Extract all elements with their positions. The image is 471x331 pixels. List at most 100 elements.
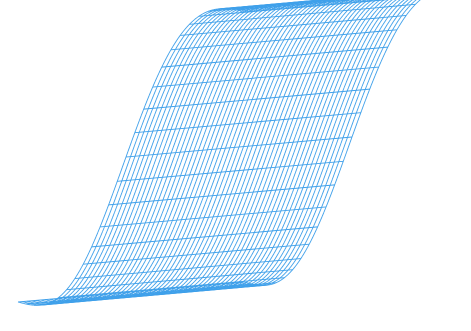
profile-grid-line	[204, 222, 207, 228]
profile-grid-line	[193, 110, 196, 116]
profile-grid-line	[232, 206, 235, 212]
profile-grid-line	[159, 153, 163, 160]
profile-grid-line	[254, 42, 258, 47]
profile-grid-line	[229, 167, 232, 174]
profile-grid-line	[288, 49, 292, 54]
profile-grid-line	[175, 121, 179, 128]
profile-grid-line	[224, 107, 228, 113]
profile-grid-line	[224, 244, 228, 249]
profile-grid-line	[209, 10, 212, 13]
profile-grid-line	[219, 122, 222, 129]
profile-grid-line	[238, 74, 242, 79]
profile-grid-line	[197, 77, 201, 83]
profile-grid-line	[261, 114, 265, 120]
profile-grid-line	[186, 48, 190, 53]
profile-grid-line	[206, 109, 210, 115]
profile-grid-line	[364, 3, 367, 7]
profile-grid-line	[264, 179, 267, 186]
profile-grid-line	[228, 122, 231, 128]
profile-grid-line	[199, 190, 202, 196]
profile-grid-line	[330, 83, 333, 90]
profile-grid-line	[250, 155, 254, 162]
profile-grid-line	[176, 97, 180, 103]
profile-grid-line	[214, 159, 218, 165]
profile-grid-line	[129, 245, 132, 250]
profile-grid-line	[135, 135, 139, 141]
profile-grid-line	[195, 259, 198, 264]
profile-grid-line	[109, 250, 112, 255]
profile-grid-line	[280, 33, 284, 38]
profile-grid-line	[147, 223, 150, 228]
profile-grid-line	[187, 257, 191, 262]
profile-grid-line	[339, 52, 343, 58]
profile-grid-line	[224, 75, 228, 81]
profile-grid-line	[127, 249, 130, 254]
profile-grid-line	[245, 43, 248, 48]
profile-grid-line	[283, 42, 287, 48]
profile-grid-line	[177, 274, 180, 278]
profile-grid-line	[178, 162, 182, 168]
profile-grid-line	[170, 264, 174, 269]
profile-grid-line	[170, 207, 174, 213]
profile-grid-line	[85, 288, 89, 292]
profile-grid-line	[201, 134, 205, 141]
profile-grid-line	[150, 154, 154, 161]
profile-grid-line	[258, 254, 261, 258]
profile-grid-line	[249, 268, 252, 272]
profile-grid-line	[219, 254, 223, 259]
profile-grid-line	[270, 19, 273, 23]
profile-grid-line	[139, 160, 143, 167]
profile-grid-line	[146, 95, 150, 101]
profile-grid-line	[99, 287, 102, 291]
profile-grid-line	[171, 192, 175, 199]
profile-grid-line	[158, 108, 162, 114]
profile-grid-line	[164, 188, 168, 195]
profile-grid-line	[214, 237, 218, 242]
profile-grid-line	[234, 9, 237, 12]
profile-grid-line	[143, 209, 147, 215]
profile-grid-line	[108, 198, 112, 204]
profile-grid-line	[321, 84, 324, 90]
profile-grid-line	[149, 277, 153, 280]
profile-grid-line	[125, 252, 129, 258]
profile-grid-line	[180, 156, 184, 163]
profile-grid-line	[258, 160, 261, 166]
profile-grid-line	[244, 69, 248, 75]
profile-grid-line	[299, 105, 303, 112]
profile-grid-line	[129, 276, 132, 280]
profile-grid-line	[160, 163, 164, 170]
profile-grid-line	[162, 68, 166, 73]
profile-grid-line	[207, 49, 210, 54]
profile-grid-line	[225, 83, 229, 90]
profile-grid-line	[228, 277, 232, 281]
profile-grid-line	[255, 213, 259, 219]
profile-grid-line	[253, 100, 257, 106]
profile-grid-line	[159, 253, 163, 258]
profile-grid-line	[245, 23, 249, 27]
profile-grid-line	[199, 165, 203, 172]
profile-grid-line	[151, 260, 155, 265]
profile-grid-line	[180, 87, 184, 94]
profile-grid-line	[276, 158, 279, 165]
profile-grid-line	[192, 171, 196, 177]
profile-grid-line	[200, 175, 203, 182]
profile-grid-line	[163, 178, 167, 185]
profile-grid-line	[265, 221, 269, 226]
profile-grid-line	[337, 56, 341, 62]
profile-grid-line	[170, 248, 174, 254]
profile-grid-line	[171, 281, 175, 284]
profile-grid-line	[220, 272, 223, 276]
profile-grid-line	[128, 166, 132, 173]
profile-grid-line	[155, 118, 158, 125]
profile-grid-line	[179, 264, 183, 268]
profile-grid-line	[178, 220, 182, 226]
profile-grid-line	[224, 35, 227, 40]
profile-grid-line	[75, 291, 78, 294]
profile-grid-line	[271, 10, 274, 13]
profile-grid-line	[215, 76, 219, 81]
profile-grid-line	[166, 112, 169, 119]
profile-grid-line	[232, 182, 236, 189]
profile-grid-line	[170, 229, 174, 235]
profile-grid-line	[319, 7, 322, 11]
profile-grid-line	[225, 272, 228, 276]
